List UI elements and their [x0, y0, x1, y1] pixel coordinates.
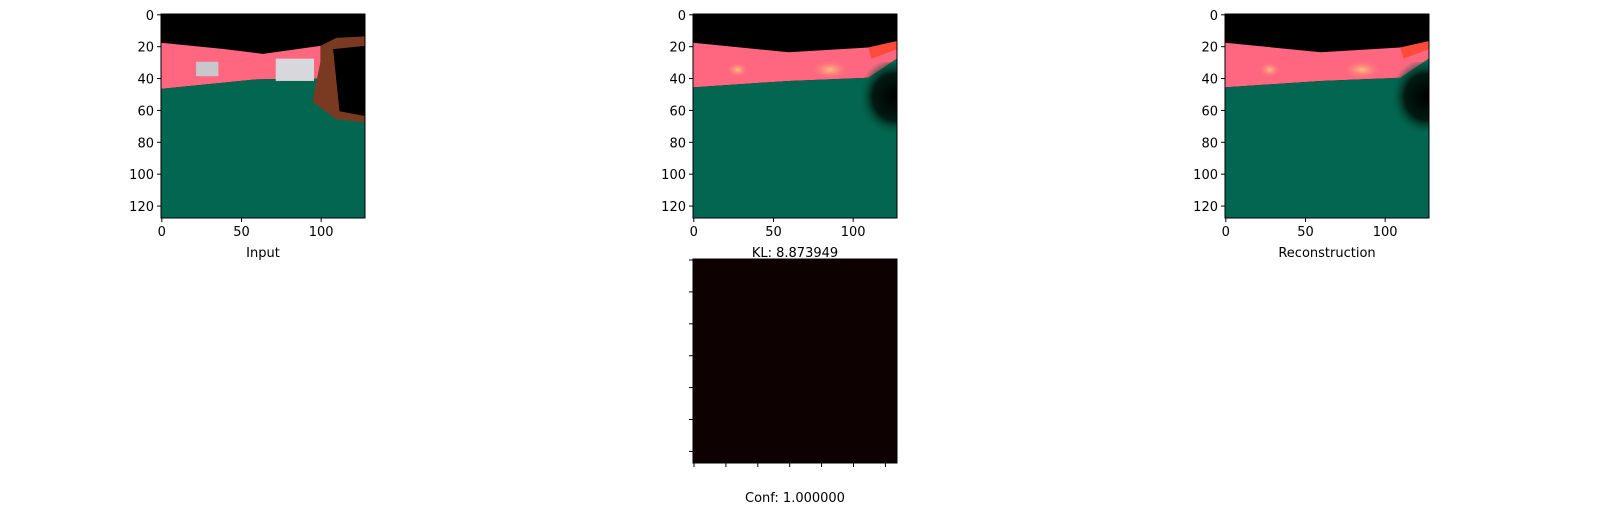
x-tick-label: 50 — [233, 225, 250, 240]
y-tick-label: 20 — [137, 41, 154, 56]
x-tick-label: 0 — [1222, 225, 1230, 240]
y-tick-label: 20 — [669, 41, 686, 56]
x-tick-label: 0 — [158, 225, 166, 240]
y-tick-label: 60 — [1201, 104, 1218, 119]
y-tick-label: 80 — [1201, 136, 1218, 151]
y-tick-label: 120 — [661, 200, 686, 215]
y-tick-label: 80 — [669, 136, 686, 151]
axis-label: Input — [246, 246, 280, 261]
axis-label: KL: 8.873949 — [752, 246, 838, 261]
axes-frame — [1224, 13, 1430, 219]
x-tick-label: 100 — [309, 225, 334, 240]
y-tick-label: 0 — [146, 9, 154, 24]
y-tick-label: 80 — [137, 136, 154, 151]
y-tick-label: 40 — [669, 73, 686, 88]
x-tick-label: 50 — [765, 225, 782, 240]
x-tick-label: 0 — [690, 225, 698, 240]
y-tick-label: 40 — [137, 73, 154, 88]
y-tick-label: 20 — [1201, 41, 1218, 56]
y-tick-label: 100 — [661, 168, 686, 183]
x-tick-label: 100 — [1373, 225, 1398, 240]
y-tick-label: 60 — [137, 104, 154, 119]
y-tick-label: 0 — [1210, 9, 1218, 24]
kl-image — [693, 14, 897, 218]
axis-label: Reconstruction — [1278, 246, 1375, 261]
y-tick-label: 40 — [1201, 73, 1218, 88]
y-tick-label: 100 — [1193, 168, 1218, 183]
axis-label: Conf: 1.000000 — [745, 491, 845, 506]
y-tick-label: 120 — [129, 200, 154, 215]
axes-frame — [692, 13, 898, 219]
input-image — [161, 14, 365, 218]
y-tick-label: 60 — [669, 104, 686, 119]
y-tick-label: 100 — [129, 168, 154, 183]
y-tick-label: 120 — [1193, 200, 1218, 215]
reconstruction-image — [1225, 14, 1429, 218]
axes-frame — [160, 13, 366, 219]
y-tick-label: 0 — [678, 9, 686, 24]
axes-frame — [692, 258, 898, 464]
x-tick-label: 50 — [1297, 225, 1314, 240]
conf-image — [693, 259, 897, 463]
x-tick-label: 100 — [841, 225, 866, 240]
